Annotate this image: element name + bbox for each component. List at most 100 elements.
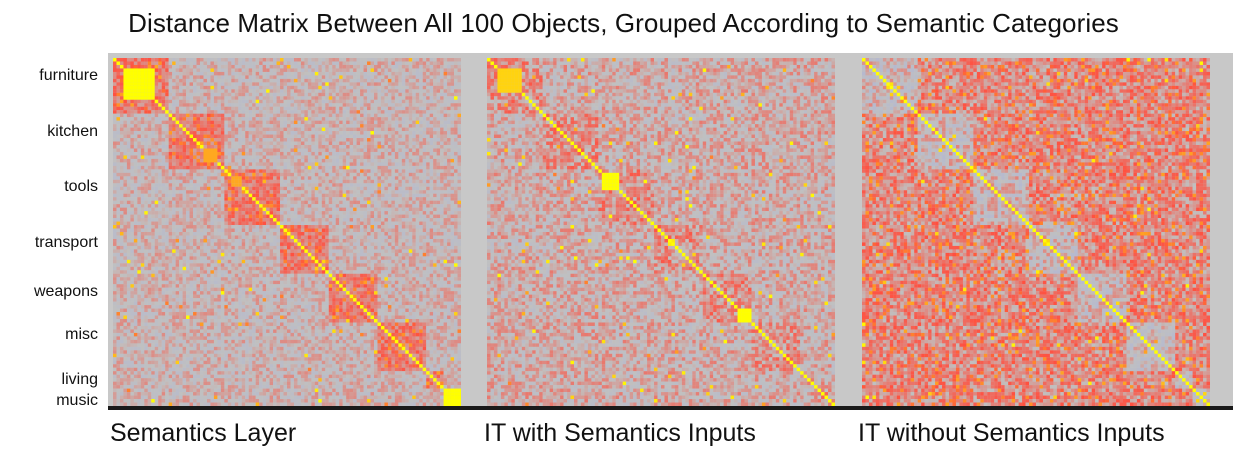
heatmap-cell bbox=[175, 183, 180, 187]
heatmap-cell bbox=[436, 218, 441, 222]
heatmap-cell bbox=[179, 96, 183, 100]
heatmap-cell bbox=[172, 96, 176, 100]
heatmap-cell bbox=[154, 176, 159, 180]
heatmap-cell bbox=[210, 113, 214, 118]
heatmap-cell bbox=[426, 225, 430, 229]
heatmap-cell bbox=[363, 131, 368, 135]
heatmap-cell bbox=[161, 225, 166, 229]
heatmap-cell bbox=[297, 89, 301, 93]
heatmap-cell bbox=[353, 85, 357, 90]
heatmap-cell bbox=[287, 131, 291, 135]
heatmap-cell bbox=[276, 75, 281, 79]
heatmap-cell bbox=[297, 106, 301, 111]
heatmap-cell bbox=[436, 71, 441, 76]
heatmap-cell bbox=[126, 228, 131, 233]
heatmap-cell bbox=[161, 124, 166, 128]
heatmap-cell bbox=[168, 145, 173, 149]
heatmap-cell bbox=[280, 110, 284, 114]
heatmap-cell bbox=[346, 103, 350, 107]
heatmap-cell bbox=[259, 200, 263, 205]
heatmap-cell bbox=[168, 183, 173, 187]
heatmap-cell bbox=[227, 183, 232, 187]
heatmap-cell bbox=[175, 221, 180, 226]
heatmap-cell bbox=[408, 162, 413, 166]
heatmap-cell bbox=[287, 96, 291, 100]
heatmap-cell bbox=[405, 165, 409, 170]
heatmap-cell bbox=[130, 96, 134, 100]
heatmap-cell bbox=[367, 204, 371, 208]
heatmap-cell bbox=[307, 190, 312, 194]
heatmap-cell bbox=[158, 138, 162, 142]
heatmap-cell bbox=[119, 228, 124, 233]
heatmap-cell bbox=[367, 71, 371, 76]
heatmap-cell bbox=[457, 148, 461, 153]
heatmap-cell bbox=[241, 145, 246, 149]
heatmap-cell bbox=[172, 162, 176, 166]
heatmap-cell bbox=[415, 92, 420, 97]
heatmap-cell bbox=[447, 68, 451, 72]
heatmap-cell bbox=[405, 120, 409, 125]
heatmap-cell bbox=[360, 200, 364, 205]
heatmap-cell bbox=[203, 197, 208, 201]
heatmap-cell bbox=[266, 228, 270, 233]
heatmap-cell bbox=[182, 225, 187, 229]
heatmap-cell bbox=[182, 113, 187, 118]
heatmap-cell bbox=[436, 145, 441, 149]
heatmap-cell bbox=[137, 113, 141, 118]
heatmap-cell bbox=[311, 169, 315, 173]
heatmap-cell bbox=[133, 75, 138, 79]
heatmap-cell bbox=[443, 61, 448, 66]
heatmap-cell bbox=[147, 120, 152, 125]
heatmap-cell bbox=[193, 158, 197, 163]
heatmap-cell bbox=[394, 207, 399, 212]
heatmap-cell bbox=[137, 207, 141, 212]
heatmap-cell bbox=[391, 169, 395, 173]
heatmap-cell bbox=[154, 228, 159, 233]
heatmap-cell bbox=[387, 169, 392, 173]
heatmap-cell bbox=[137, 120, 141, 125]
heatmap-cell bbox=[311, 179, 315, 184]
heatmap-cell bbox=[154, 64, 159, 69]
heatmap-cell bbox=[203, 162, 208, 166]
heatmap-cell bbox=[206, 141, 211, 146]
heatmap-cell bbox=[342, 200, 347, 205]
heatmap-cell bbox=[335, 131, 340, 135]
heatmap-cell bbox=[443, 85, 448, 90]
heatmap-cell bbox=[248, 68, 253, 72]
heatmap-cell bbox=[394, 221, 399, 226]
heatmap-cell bbox=[196, 172, 201, 177]
heatmap-cell bbox=[353, 61, 357, 66]
heatmap-cell bbox=[380, 103, 385, 107]
heatmap-cell bbox=[130, 218, 134, 222]
heatmap-cell bbox=[457, 193, 461, 198]
heatmap-cell bbox=[367, 110, 371, 114]
heatmap-cell bbox=[158, 61, 162, 66]
heatmap-cell bbox=[179, 71, 183, 76]
heatmap-cell bbox=[405, 183, 409, 187]
heatmap-cell bbox=[133, 204, 138, 208]
heatmap-cell bbox=[377, 103, 382, 107]
heatmap-cell bbox=[450, 58, 455, 62]
heatmap-cell bbox=[130, 169, 134, 173]
heatmap-cell bbox=[335, 68, 340, 72]
heatmap-cell bbox=[241, 218, 246, 222]
heatmap-cell bbox=[304, 99, 308, 104]
heatmap-cell bbox=[335, 211, 340, 215]
heatmap-cell bbox=[172, 58, 176, 62]
heatmap-cell bbox=[325, 183, 329, 187]
heatmap-cell bbox=[186, 127, 190, 132]
heatmap-cell bbox=[116, 120, 121, 125]
heatmap-cell bbox=[179, 131, 183, 135]
heatmap-cell bbox=[234, 78, 239, 83]
heatmap-cell bbox=[293, 113, 298, 118]
heatmap-cell bbox=[342, 141, 347, 146]
heatmap-cell bbox=[200, 85, 204, 90]
heatmap-cell bbox=[231, 134, 235, 139]
heatmap-cell bbox=[144, 221, 148, 226]
heatmap-cell bbox=[419, 158, 423, 163]
heatmap-cell bbox=[363, 204, 368, 208]
heatmap-cell bbox=[140, 165, 145, 170]
heatmap-cell bbox=[227, 127, 232, 132]
heatmap-cell bbox=[311, 225, 315, 229]
heatmap-cell bbox=[328, 145, 333, 149]
